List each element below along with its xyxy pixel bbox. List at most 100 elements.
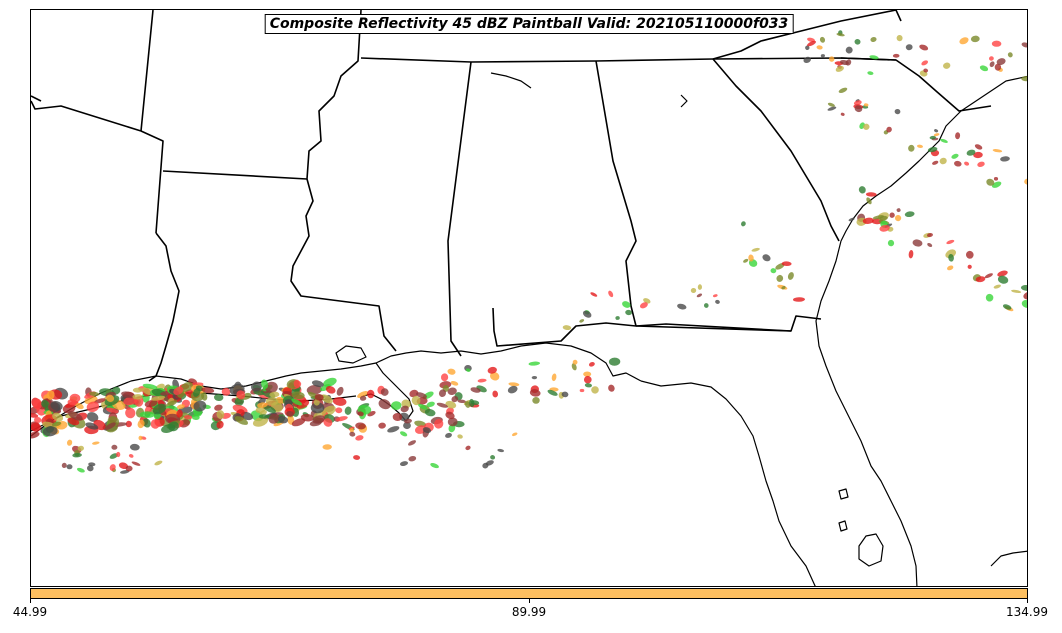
paintball-blob	[927, 146, 938, 153]
paintball-blob	[879, 224, 890, 232]
paintball-blob	[234, 416, 248, 425]
paintball-blob	[639, 302, 648, 309]
paintball-blob	[845, 46, 853, 54]
paintball-blob	[87, 465, 94, 472]
paintball-blob	[201, 391, 208, 401]
paintball-blob	[434, 419, 444, 429]
paintball-blob	[895, 215, 902, 222]
paintball-blob	[776, 274, 784, 282]
paintball-blob	[967, 264, 972, 269]
paintball-blob	[349, 431, 356, 437]
paintball-blob	[985, 293, 994, 302]
paintball-blob	[105, 407, 119, 414]
colorbar-tick-mark-1	[529, 599, 530, 603]
paintball-blob	[403, 421, 411, 430]
paintball-blob	[66, 439, 73, 446]
paintball-blob	[257, 402, 268, 408]
coast-fl-east	[815, 240, 918, 586]
paintball-blob	[966, 149, 976, 156]
paintball-blob	[781, 261, 792, 267]
paintball-blob	[947, 265, 954, 271]
paintball-blob	[31, 422, 41, 432]
paintball-blob	[615, 316, 620, 320]
paintball-blob	[490, 455, 496, 460]
paintball-blob	[989, 56, 994, 61]
paintball-blob	[261, 379, 269, 389]
paintball-blob	[994, 63, 1002, 71]
colorbar-tick-mark-0	[30, 599, 31, 603]
paintball-blob	[265, 381, 278, 394]
paintball-blob	[1000, 156, 1010, 162]
paintball-blob	[932, 160, 939, 165]
paintball-blob	[76, 467, 85, 473]
paintball-blob	[193, 400, 207, 412]
paintball-blob	[120, 470, 130, 474]
paintball-blob	[367, 389, 375, 399]
paintball-blob	[819, 36, 826, 43]
paintball-blob	[677, 303, 687, 310]
lake-pontchartrain	[335, 345, 367, 364]
paintball-blob	[477, 378, 487, 383]
paintball-blob	[142, 418, 151, 428]
paintball-blob	[584, 375, 592, 384]
paintball-blob	[152, 403, 167, 415]
paintball-blob	[445, 411, 455, 420]
paintball-blob	[300, 413, 314, 422]
paintball-blob	[125, 420, 132, 428]
paintball-blob	[1007, 52, 1013, 58]
paintball-blob	[551, 373, 557, 382]
paintball-blob	[387, 426, 400, 433]
paintball-blob	[591, 386, 599, 394]
paintball-blob	[1020, 284, 1027, 291]
paintball-blob	[450, 380, 459, 386]
paintball-blob	[964, 161, 970, 166]
paintball-blob	[411, 395, 421, 406]
paintball-blob	[176, 404, 185, 410]
paintball-blob	[908, 250, 914, 259]
paintball-blob	[291, 398, 303, 406]
paintball-blob	[919, 44, 929, 51]
paintball-blob	[150, 419, 160, 429]
paintball-blob	[528, 361, 541, 366]
paintball-blob	[984, 273, 993, 279]
paintball-blob	[886, 126, 892, 133]
paintball-blob	[344, 406, 352, 415]
paintball-blob	[862, 217, 874, 224]
paintball-blob	[332, 397, 347, 406]
paintball-blob	[447, 387, 457, 395]
map-title: Composite Reflectivity 45 dBZ Paintball …	[264, 14, 794, 34]
lake-fl-2	[838, 520, 848, 532]
paintball-blob	[109, 464, 116, 471]
paintball-blob	[66, 464, 73, 470]
paintball-blob	[470, 387, 481, 393]
paintball-blob	[378, 422, 386, 429]
paintball-blob	[989, 61, 995, 68]
paintball-blob	[979, 65, 989, 72]
paintball-blob	[31, 431, 40, 439]
paintball-blob	[993, 284, 1001, 289]
paintball-blob	[335, 407, 343, 414]
paintball-blob	[424, 408, 436, 417]
paintball-blob	[116, 451, 121, 458]
paintball-blob	[816, 45, 823, 50]
paintball-blob	[263, 404, 276, 414]
paintball-blob	[201, 387, 215, 394]
paintball-blob	[845, 59, 852, 66]
paintball-blob	[975, 276, 986, 283]
paintball-blob	[265, 397, 279, 406]
paintball-blob	[125, 407, 136, 419]
paintball-blob	[353, 455, 361, 460]
paintball-blob	[252, 416, 269, 427]
paintball-blob	[251, 381, 262, 392]
paintball-blob	[482, 462, 489, 469]
paintball-blob	[829, 56, 835, 62]
paintball-blob	[378, 399, 391, 410]
paintball-blob	[335, 416, 348, 422]
paintball-blob	[917, 144, 923, 148]
paintball-blob	[46, 390, 55, 400]
coastline	[31, 72, 1027, 586]
paintball-blob	[61, 462, 67, 468]
paintball-blob	[34, 416, 42, 423]
paintball-blob	[929, 135, 936, 140]
paintball-blob	[529, 389, 541, 397]
